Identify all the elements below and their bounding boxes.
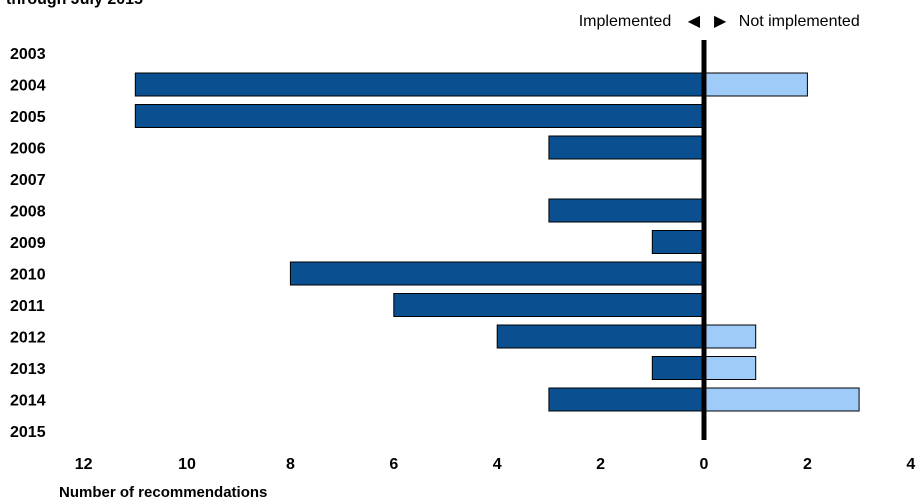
bar-not-implemented	[703, 324, 757, 349]
x-tick-label: 10	[178, 456, 196, 473]
y-tick-label: 2004	[10, 78, 46, 95]
y-tick-label: 2015	[10, 424, 46, 441]
bar-implemented	[134, 104, 705, 128]
bar-implemented	[548, 387, 705, 412]
y-tick-label: 2006	[10, 141, 46, 158]
x-axis-title: Number of recommendations	[59, 484, 268, 501]
y-tick-label: 2003	[10, 46, 46, 63]
x-tick-label: 4	[493, 456, 502, 473]
y-tick-label: 2014	[10, 393, 46, 410]
y-tick-label: 2008	[10, 204, 46, 221]
x-tick-label: 2	[803, 456, 812, 473]
legend-not-implemented-label: Not implemented	[738, 13, 860, 30]
chart-title: through July 2015	[6, 0, 143, 9]
bar-implemented	[651, 356, 705, 380]
x-tick-label: 4	[906, 456, 915, 473]
y-tick-label: 2013	[10, 361, 46, 378]
legend-implemented-label: Implemented	[578, 13, 672, 30]
x-tick-label: 12	[75, 456, 93, 473]
bar-not-implemented	[703, 356, 757, 380]
x-tick-label: 6	[389, 456, 398, 473]
y-tick-label: 2010	[10, 267, 46, 284]
arrow-left-icon: ◀	[687, 13, 700, 30]
bar-implemented	[393, 293, 705, 317]
x-tick-label: 8	[286, 456, 295, 473]
bar-implemented	[289, 261, 705, 286]
x-tick-label: 0	[700, 456, 709, 473]
y-tick-label: 2012	[10, 330, 46, 347]
legend-implemented: Implemented ◀	[579, 11, 700, 31]
bar-not-implemented	[703, 72, 808, 97]
y-tick-label: 2005	[10, 109, 46, 126]
arrow-right-icon: ▶	[714, 13, 727, 30]
y-tick-label: 2011	[10, 298, 45, 315]
bar-implemented	[548, 198, 705, 223]
bar-implemented	[548, 135, 705, 160]
bar-implemented	[651, 230, 705, 254]
x-tick-label: 2	[596, 456, 605, 473]
bar-not-implemented	[703, 387, 860, 412]
y-tick-label: 2007	[10, 172, 46, 189]
y-tick-label: 2009	[10, 235, 46, 252]
bar-implemented	[496, 324, 705, 349]
bar-implemented	[134, 72, 705, 97]
legend-not-implemented: ▶ Not implemented	[714, 11, 860, 31]
